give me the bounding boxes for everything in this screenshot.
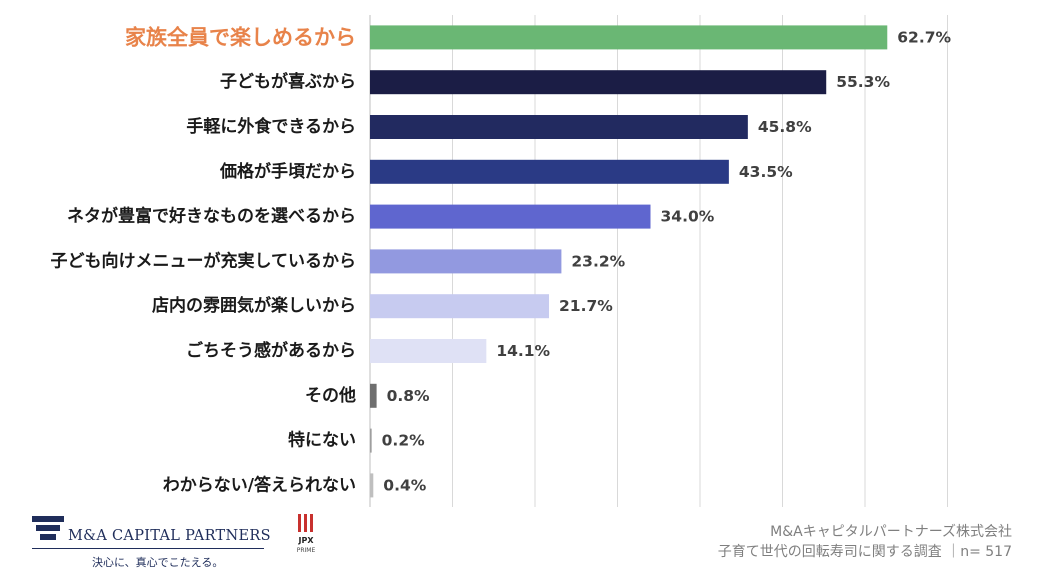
data-label: 55.3% xyxy=(836,73,890,91)
source-note: M&Aキャピタルパートナーズ株式会社 子育て世代の回転寿司に関する調査 ｜n= … xyxy=(718,522,1012,562)
bar xyxy=(370,294,550,319)
jpx-prime-logo: JPX PRIME xyxy=(288,514,324,564)
bar xyxy=(370,339,487,363)
data-label: 23.2% xyxy=(571,252,625,270)
data-label: 0.4% xyxy=(383,476,426,494)
category-label: 子ども向けメニューが充実しているから xyxy=(51,250,357,271)
category-label: 子どもが喜ぶから xyxy=(220,71,356,92)
category-label: ごちそう感があるから xyxy=(186,340,356,361)
bar xyxy=(370,428,372,453)
bar xyxy=(370,115,748,139)
bar xyxy=(370,159,729,184)
data-label: 0.2% xyxy=(382,432,425,450)
bar xyxy=(370,70,827,95)
source-survey: 子育て世代の回転寿司に関する調査 ｜n= 517 xyxy=(717,544,1012,560)
jpx-prime-label: PRIME xyxy=(296,547,316,554)
data-label: 21.7% xyxy=(559,297,613,315)
data-label: 62.7% xyxy=(897,28,951,46)
bar xyxy=(370,249,562,274)
bar xyxy=(370,473,374,498)
category-label: 手軽に外食できるから xyxy=(186,116,356,137)
logo-divider xyxy=(32,548,264,549)
category-label: 価格が手頃だから xyxy=(219,161,356,182)
data-label: 34.0% xyxy=(661,208,715,226)
category-label: わからない/答えられない xyxy=(163,474,356,495)
data-label: 0.8% xyxy=(387,387,430,405)
jpx-bars-icon xyxy=(298,514,314,534)
company-logo: M&A CAPITAL PARTNERS 決心に、真心でこたえる。 xyxy=(32,512,272,572)
data-label: 45.8% xyxy=(758,118,812,136)
source-company: M&Aキャピタルパートナーズ株式会社 xyxy=(770,524,1012,540)
bar xyxy=(370,204,651,229)
jpx-label: JPX xyxy=(298,536,314,545)
company-name: M&A CAPITAL PARTNERS xyxy=(68,528,271,544)
category-label: その他 xyxy=(305,385,356,406)
data-label: 43.5% xyxy=(739,163,793,181)
bar xyxy=(370,25,888,50)
bar xyxy=(370,383,377,408)
category-label: 特にない xyxy=(288,430,356,451)
bar-chart: 家族全員で楽しめるから 62.7% 子どもが喜ぶから 55.3% 手軽に外食できるから 4… xyxy=(51,15,952,507)
category-label: 家族全員で楽しめるから xyxy=(125,25,356,49)
category-label: ネタが豊富で好きなものを選べるから xyxy=(67,206,356,227)
company-logo-mark-icon xyxy=(32,516,64,540)
company-tagline: 決心に、真心でこたえる。 xyxy=(92,556,224,569)
category-label: 店内の雰囲気が楽しいから xyxy=(152,295,356,316)
data-label: 14.1% xyxy=(496,342,550,360)
